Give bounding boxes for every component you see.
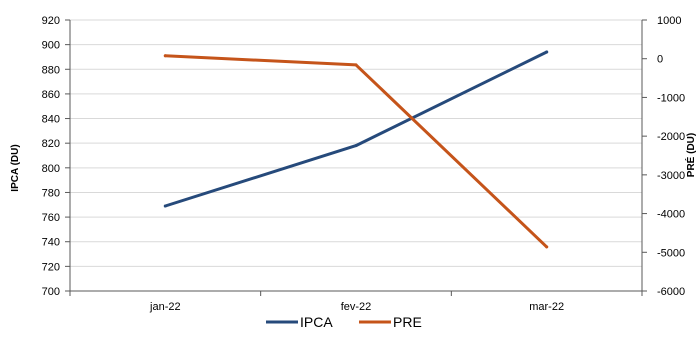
gridlines — [70, 19, 642, 267]
series-line-ipca — [163, 50, 549, 208]
legend: IPCA PRE — [266, 314, 422, 330]
right-tick-label: -1000 — [657, 92, 685, 104]
legend-label-pre: PRE — [393, 314, 422, 330]
x-axis-ticks: jan-22 fev-22 mar-22 — [69, 291, 643, 313]
left-tick-label: 920 — [42, 15, 60, 27]
data-point-ipca — [354, 144, 358, 148]
axes — [69, 20, 643, 292]
right-axis-title: PRÉ (DU) — [684, 133, 697, 177]
x-tick-label: fev-22 — [341, 301, 372, 313]
legend-label-ipca: IPCA — [300, 314, 333, 330]
x-tick-label: mar-22 — [529, 301, 564, 313]
data-point-pre — [163, 54, 167, 58]
left-tick-label: 780 — [42, 187, 60, 199]
series-lines — [163, 50, 549, 249]
right-tick-label: 1000 — [657, 15, 681, 27]
right-tick-label: 0 — [657, 54, 663, 66]
right-tick-label: -5000 — [657, 247, 685, 259]
right-tick-label: -4000 — [657, 209, 685, 221]
right-tick-label: -2000 — [657, 131, 685, 143]
left-tick-label: 760 — [42, 212, 60, 224]
left-tick-label: 840 — [42, 114, 60, 126]
right-tick-label: -3000 — [657, 170, 685, 182]
left-axis-ticks: 700 720 740 760 780 800 820 840 860 880 900 920 — [42, 15, 70, 298]
left-tick-label: 900 — [42, 40, 60, 52]
right-axis-ticks: -6000 -5000 -4000 -3000 -2000 -1000 0 1000 — [642, 15, 685, 298]
data-point-pre — [354, 63, 358, 67]
left-tick-label: 740 — [42, 237, 60, 249]
left-tick-label: 800 — [42, 163, 60, 175]
left-axis-title: IPCA (DU) — [10, 144, 21, 191]
left-tick-label: 720 — [42, 261, 60, 273]
left-tick-label: 820 — [42, 138, 60, 150]
data-point-ipca — [163, 204, 167, 208]
left-tick-label: 860 — [42, 89, 60, 101]
data-point-pre — [545, 245, 549, 249]
series-line-pre — [163, 54, 549, 249]
x-tick-label: jan-22 — [149, 301, 181, 313]
data-point-ipca — [545, 50, 549, 54]
left-tick-label: 700 — [42, 286, 60, 298]
right-tick-label: -6000 — [657, 286, 685, 298]
left-tick-label: 880 — [42, 64, 60, 76]
